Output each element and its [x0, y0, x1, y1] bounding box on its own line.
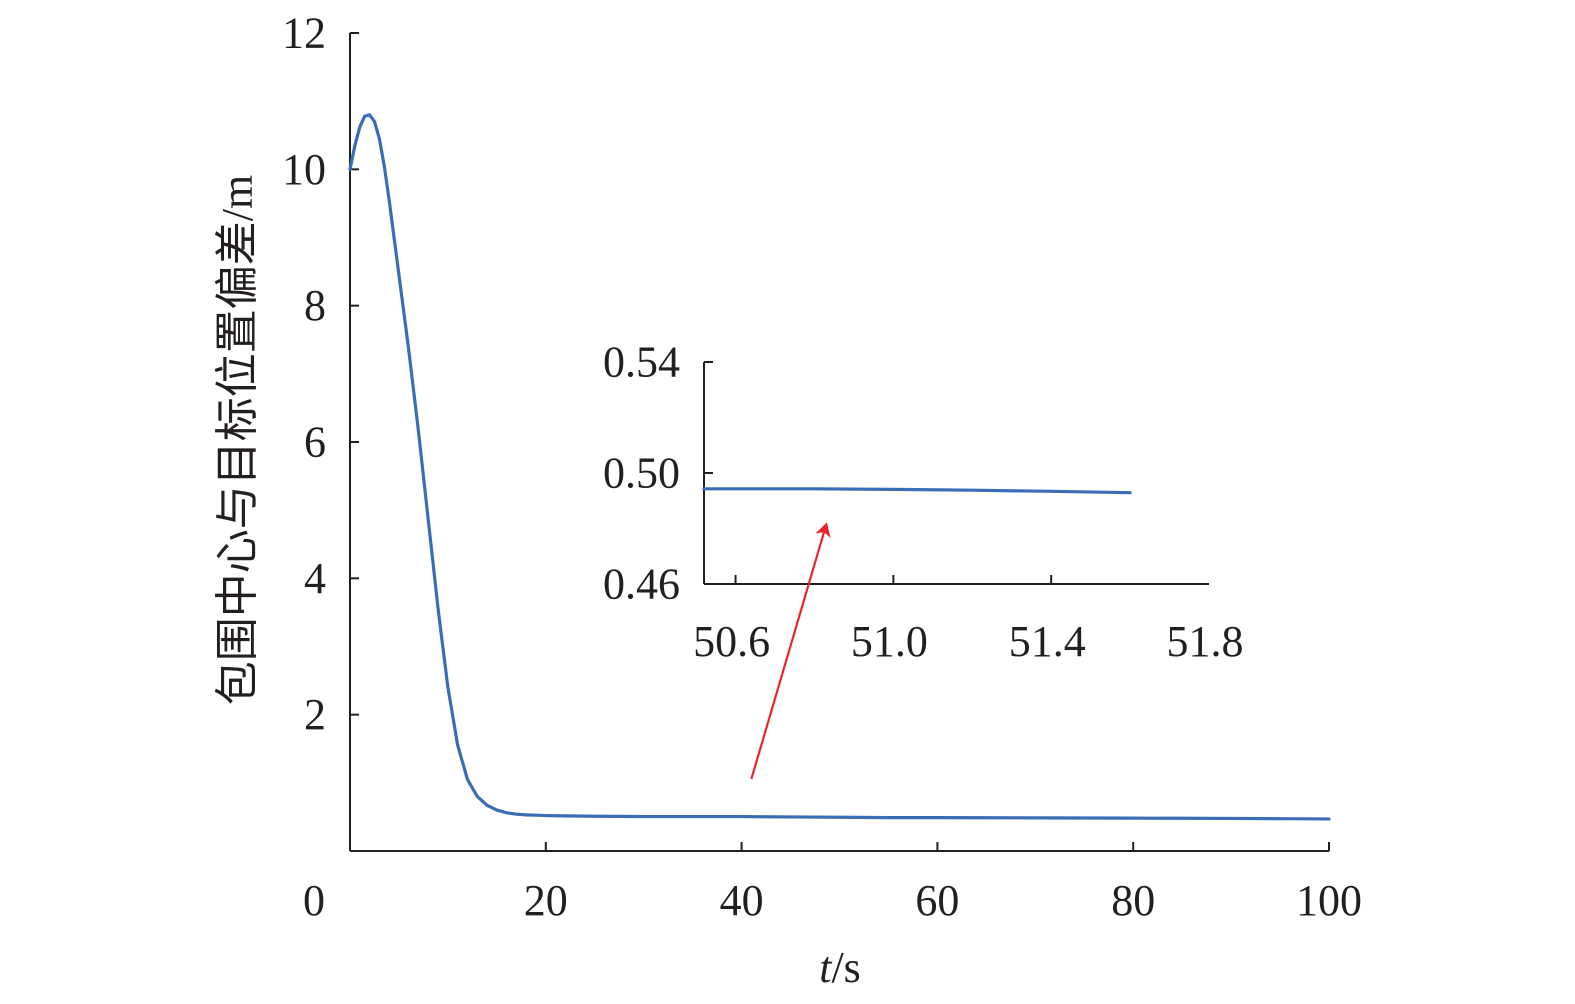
x-axis-title-symbol: t [819, 943, 833, 992]
annotation-arrow [750, 522, 831, 780]
inset-x-tick-label: 51.4 [1009, 617, 1086, 666]
y-tick-label: 12 [282, 9, 326, 58]
x-tick-label: 60 [915, 876, 959, 925]
inset-x-tick-label: 50.6 [693, 617, 770, 666]
inset-x-tick-label: 51.0 [851, 617, 928, 666]
main-series-line [348, 113, 1331, 821]
annotation-layer [750, 522, 831, 780]
inset-series-line [702, 487, 1132, 495]
inset-x-tick-label: 51.8 [1167, 617, 1244, 666]
y-tick-label: 4 [304, 554, 326, 603]
x-tick-label: 80 [1111, 876, 1155, 925]
inset-y-tick-label: 0.54 [603, 338, 680, 387]
x-tick-label: 20 [524, 876, 568, 925]
inset-y-tick-label: 0.50 [603, 449, 680, 498]
y-tick-label: 8 [304, 281, 326, 330]
x-axis-title-unit: /s [831, 943, 860, 992]
x-tick-label: 0 [303, 876, 325, 925]
y-tick-label: 10 [282, 145, 326, 194]
y-tick-label: 6 [304, 418, 326, 467]
main-plot: 2 4 6 8 10 12 0 20 40 60 80 100 [282, 9, 1362, 926]
x-tick-label: 40 [720, 876, 764, 925]
x-axis-title: t/s [819, 943, 861, 992]
y-tick-label: 2 [304, 690, 326, 739]
x-tick-label: 100 [1296, 876, 1362, 925]
inset-plot: 0.46 0.50 0.54 50.6 51.0 51.4 51.8 [603, 338, 1244, 667]
inset-y-tick-label: 0.46 [603, 560, 680, 609]
y-axis-title: 包围中心与目标位置偏差/m [213, 175, 262, 705]
